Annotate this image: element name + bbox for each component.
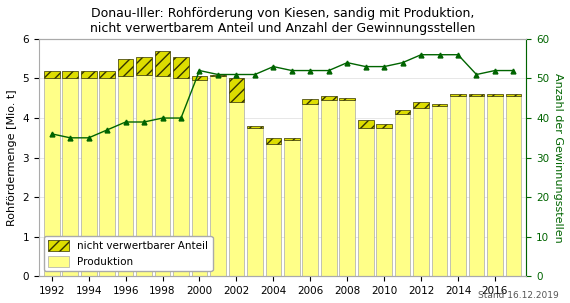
Bar: [44, 78, 60, 276]
Bar: [62, 71, 78, 78]
Text: Stand 16.12.2019: Stand 16.12.2019: [478, 291, 559, 300]
Bar: [321, 100, 337, 276]
Bar: [192, 76, 207, 80]
Bar: [247, 128, 263, 276]
Title: Donau-Iller: Rohförderung von Kiesen, sandig mit Produktion,
nicht verwertbarem : Donau-Iller: Rohförderung von Kiesen, sa…: [90, 7, 475, 35]
Bar: [469, 96, 484, 276]
Bar: [284, 140, 300, 276]
Y-axis label: Anzahl der Gewinnungsstellen: Anzahl der Gewinnungsstellen: [553, 73, 563, 242]
Bar: [376, 128, 392, 276]
Bar: [210, 76, 226, 276]
Bar: [358, 128, 373, 276]
Bar: [99, 78, 115, 276]
Bar: [210, 75, 226, 76]
Bar: [192, 80, 207, 276]
Bar: [173, 57, 189, 78]
Y-axis label: Rohfördermenge [Mio. t]: Rohfördermenge [Mio. t]: [7, 89, 17, 226]
Bar: [376, 124, 392, 128]
Bar: [62, 78, 78, 276]
Bar: [413, 102, 429, 108]
Bar: [487, 96, 503, 276]
Bar: [395, 110, 410, 114]
Bar: [136, 75, 152, 276]
Bar: [339, 98, 355, 100]
Bar: [413, 108, 429, 276]
Bar: [266, 144, 281, 276]
Bar: [284, 138, 300, 140]
Bar: [506, 96, 521, 276]
Bar: [247, 126, 263, 128]
Bar: [229, 102, 245, 276]
Bar: [321, 96, 337, 100]
Bar: [99, 71, 115, 78]
Bar: [469, 94, 484, 96]
Bar: [395, 114, 410, 276]
Bar: [173, 78, 189, 276]
Bar: [154, 51, 170, 76]
Bar: [136, 57, 152, 75]
Legend: nicht verwertbarer Anteil, Produktion: nicht verwertbarer Anteil, Produktion: [44, 236, 213, 271]
Bar: [81, 71, 96, 78]
Bar: [266, 138, 281, 144]
Bar: [506, 94, 521, 96]
Bar: [154, 76, 170, 276]
Bar: [358, 120, 373, 128]
Bar: [450, 94, 466, 96]
Bar: [303, 104, 318, 276]
Bar: [431, 106, 447, 276]
Bar: [118, 76, 133, 276]
Bar: [118, 59, 133, 76]
Bar: [450, 96, 466, 276]
Bar: [229, 78, 245, 102]
Bar: [303, 99, 318, 104]
Bar: [487, 94, 503, 96]
Bar: [339, 100, 355, 276]
Bar: [44, 71, 60, 78]
Bar: [81, 78, 96, 276]
Bar: [431, 104, 447, 106]
